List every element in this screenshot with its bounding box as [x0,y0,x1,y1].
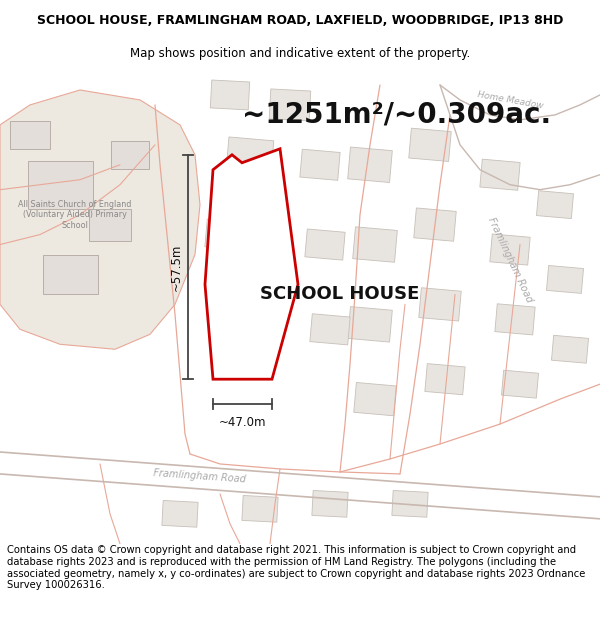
Text: SCHOOL HOUSE, FRAMLINGHAM ROAD, LAXFIELD, WOODBRIDGE, IP13 8HD: SCHOOL HOUSE, FRAMLINGHAM ROAD, LAXFIELD… [37,14,563,27]
Polygon shape [305,229,345,260]
Polygon shape [226,137,274,172]
Polygon shape [347,307,392,342]
Polygon shape [242,496,278,522]
Polygon shape [235,289,275,320]
Polygon shape [392,491,428,518]
Polygon shape [495,304,535,335]
Polygon shape [111,141,149,169]
Text: Framlingham Road: Framlingham Road [154,468,247,484]
Polygon shape [162,501,198,528]
Polygon shape [502,370,539,398]
Polygon shape [551,336,589,363]
Polygon shape [547,266,584,293]
Polygon shape [205,149,298,379]
Polygon shape [300,149,340,181]
Text: ~47.0m: ~47.0m [219,416,266,429]
Text: SCHOOL HOUSE: SCHOOL HOUSE [260,286,419,303]
Polygon shape [89,209,131,241]
Polygon shape [43,254,97,294]
Text: Home Meadow: Home Meadow [476,90,544,110]
Polygon shape [353,227,397,262]
Polygon shape [28,161,92,209]
Polygon shape [310,314,350,345]
Text: Contains OS data © Crown copyright and database right 2021. This information is : Contains OS data © Crown copyright and d… [7,546,586,590]
Polygon shape [480,159,520,190]
Text: All Saints Church of England
(Voluntary Aided) Primary
School: All Saints Church of England (Voluntary … [19,200,131,229]
Text: ~1251m²/~0.309ac.: ~1251m²/~0.309ac. [242,101,551,129]
Polygon shape [354,382,396,416]
Polygon shape [205,219,245,250]
Polygon shape [425,364,465,395]
Polygon shape [490,234,530,265]
Polygon shape [419,288,461,321]
Polygon shape [0,90,200,349]
Text: Framlingham Road: Framlingham Road [486,216,534,304]
Polygon shape [409,128,451,161]
Polygon shape [347,147,392,182]
Polygon shape [269,89,311,121]
Text: Map shows position and indicative extent of the property.: Map shows position and indicative extent… [130,48,470,61]
Polygon shape [536,191,574,219]
Polygon shape [414,208,456,241]
Text: ~57.5m: ~57.5m [170,243,182,291]
Polygon shape [210,80,250,110]
Polygon shape [312,491,348,518]
Polygon shape [10,121,50,149]
